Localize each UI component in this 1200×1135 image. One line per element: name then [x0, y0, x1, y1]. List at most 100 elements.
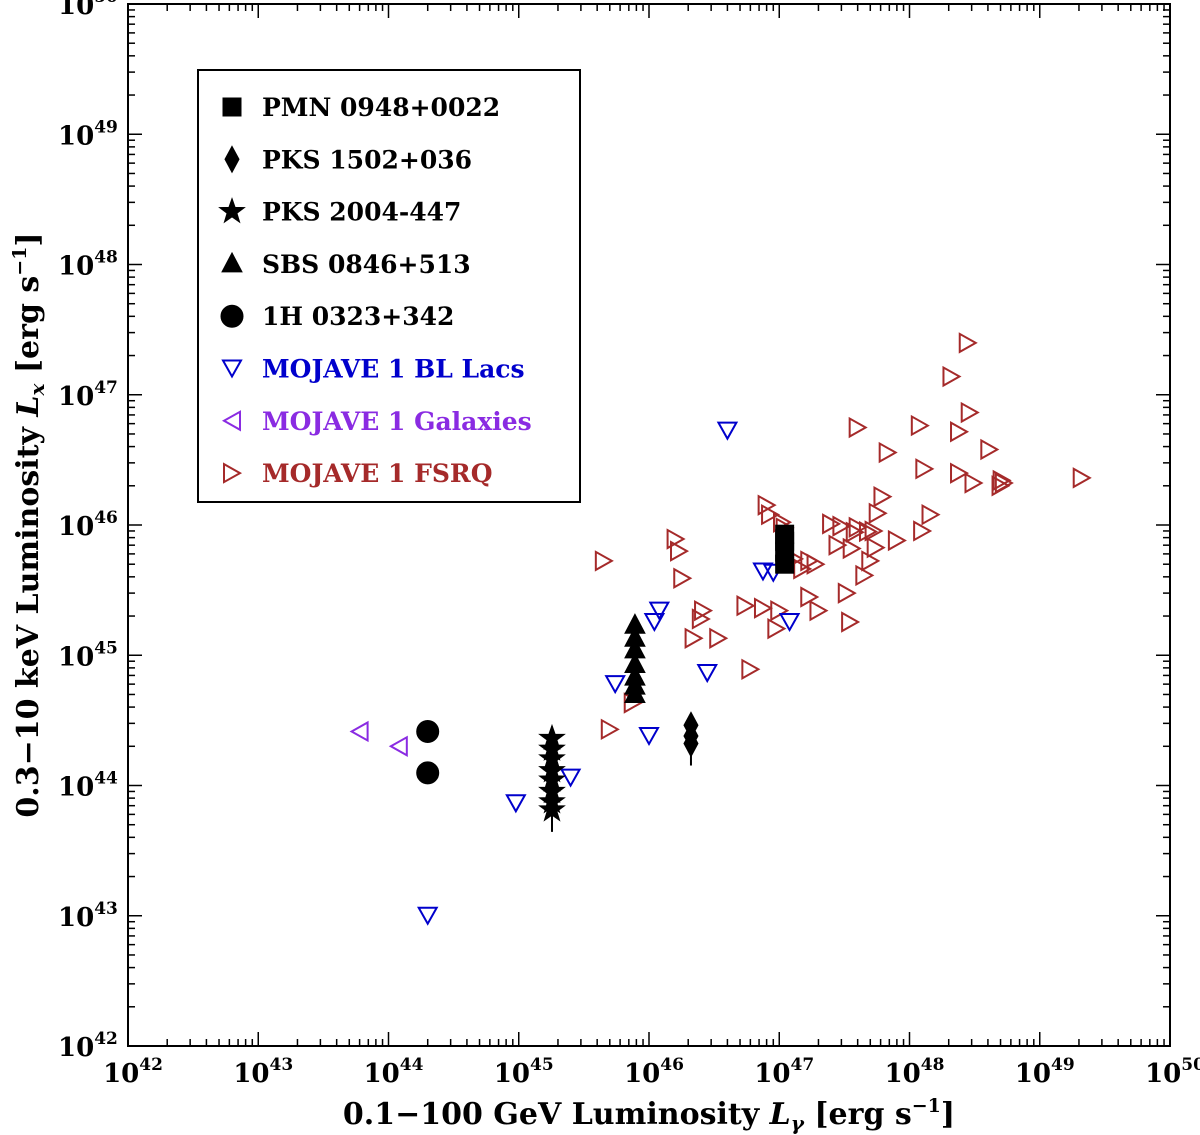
triangle-right-point: [832, 515, 852, 537]
x-tick-label: 1048: [885, 1055, 945, 1089]
triangle-right-point: [950, 462, 970, 484]
triangle-right-point: [866, 536, 886, 559]
triangle-right-point: [855, 564, 875, 587]
triangle-down-point: [648, 601, 671, 621]
triangle-right-point: [958, 332, 978, 354]
triangle-right-point: [666, 528, 686, 550]
triangle-right-point: [942, 365, 962, 388]
x-tick-label: 1047: [754, 1055, 814, 1089]
triangle-right-point: [921, 503, 941, 526]
triangle-right-point: [845, 521, 865, 543]
y-axis-label: 0.3−10 keV Luminosity Lx [erg s−1]: [9, 232, 49, 817]
triangle-down-point: [716, 421, 739, 441]
legend-label: MOJAVE 1 BL Lacs: [262, 355, 525, 384]
legend-marker: [224, 145, 240, 174]
triangle-down-point: [638, 726, 660, 747]
triangle-right-point: [868, 502, 888, 524]
star-point: [538, 756, 566, 783]
triangle-right-point: [753, 597, 774, 619]
y-tick-label: 1043: [58, 899, 118, 933]
y-tick-label: 1047: [58, 378, 118, 412]
triangle-right-point: [594, 550, 614, 572]
triangle-right-point: [950, 421, 970, 443]
x-tick-label: 1044: [364, 1055, 424, 1089]
x-tick-label: 1045: [494, 1055, 554, 1089]
y-tick-labels: 1042 1043 1044 1045 1046 1047 1048 1049 1050: [58, 0, 118, 1063]
y-tick-label: 1050: [58, 0, 118, 21]
x-tick-labels: 1042 1043 1044 1045 1046 1047 1048 1049 1050: [103, 1055, 1200, 1089]
triangle-down-point: [559, 768, 582, 788]
x-tick-label: 1049: [1015, 1055, 1075, 1089]
triangle-right-point: [709, 627, 729, 649]
triangle-right-point: [864, 520, 884, 542]
y-tick-label: 1042: [58, 1029, 118, 1063]
square-point: [775, 524, 795, 544]
y-tick-label: 1046: [58, 508, 118, 542]
triangle-left-point: [349, 720, 369, 743]
triangle-right-point: [842, 537, 862, 560]
legend-items: PMN 0948+0022 PKS 1502+036 PKS 2004-447 SBS…: [218, 93, 532, 488]
star-point: [538, 795, 566, 822]
y-tick-label: 1048: [58, 248, 118, 282]
y-tick-label: 1049: [58, 117, 118, 151]
star-point: [538, 723, 566, 751]
x-tick-label: 1046: [624, 1055, 684, 1089]
legend-label: PKS 1502+036: [262, 145, 472, 174]
triangle-right-point: [887, 529, 907, 552]
legend-marker: [218, 197, 246, 224]
legend-label: MOJAVE 1 Galaxies: [262, 407, 532, 436]
star-point: [538, 787, 566, 814]
triangle-right-point: [809, 599, 829, 622]
legend-label: 1H 0323+342: [262, 302, 454, 331]
x-axis-label: 0.1−100 GeV Luminosity Lγ [erg s−1]: [343, 1095, 955, 1135]
triangle-right-point: [910, 414, 930, 437]
triangle-left-point: [388, 735, 408, 758]
circle-point: [416, 719, 440, 743]
triangle-right-point: [913, 520, 933, 542]
triangle-right-point: [691, 608, 711, 630]
triangle-right-point: [992, 469, 1012, 492]
triangle-down-point: [778, 613, 801, 633]
triangle-right-point: [670, 540, 690, 562]
triangle-right-point: [994, 472, 1014, 494]
triangle-up-point: [624, 664, 646, 686]
triangle-up-point: [624, 637, 646, 659]
star-point: [538, 776, 566, 804]
triangle-right-point: [600, 718, 620, 741]
triangle-right-point: [878, 441, 898, 464]
legend-marker: [221, 251, 243, 273]
triangle-right-point: [964, 472, 984, 494]
data-points: [349, 332, 1092, 926]
triangle-right-point: [873, 485, 893, 508]
x-tick-label: 1042: [103, 1055, 163, 1089]
star-point: [538, 765, 566, 792]
triangle-right-point: [684, 627, 704, 649]
triangle-up-point: [624, 613, 646, 634]
triangle-right-point: [841, 611, 861, 633]
triangle-down-point: [416, 906, 439, 926]
triangle-right-point: [858, 520, 879, 543]
triangle-right-point: [980, 438, 1000, 461]
legend-marker: [220, 304, 244, 328]
triangle-right-point: [736, 595, 756, 617]
triangle-down-point: [505, 794, 527, 814]
star-point: [538, 734, 566, 761]
triangle-right-point: [770, 599, 790, 622]
star-point: [538, 744, 566, 771]
triangle-right-point: [848, 416, 868, 439]
triangle-down-point: [696, 664, 718, 684]
triangle-right-point: [761, 503, 781, 526]
triangle-right-point: [822, 513, 842, 535]
triangle-right-point: [1072, 467, 1092, 489]
x-tick-label: 1043: [233, 1055, 293, 1089]
x-tick-label: 1050: [1145, 1055, 1200, 1089]
legend: PMN 0948+0022 PKS 1502+036 PKS 2004-447 SBS…: [197, 69, 581, 503]
triangle-up-point: [624, 652, 646, 673]
triangle-down-point: [604, 675, 626, 695]
triangle-right-point: [673, 567, 693, 589]
triangle-up-point: [624, 626, 646, 647]
legend-marker: [221, 410, 241, 432]
triangle-right-point: [828, 534, 848, 556]
legend-box: [197, 69, 581, 503]
